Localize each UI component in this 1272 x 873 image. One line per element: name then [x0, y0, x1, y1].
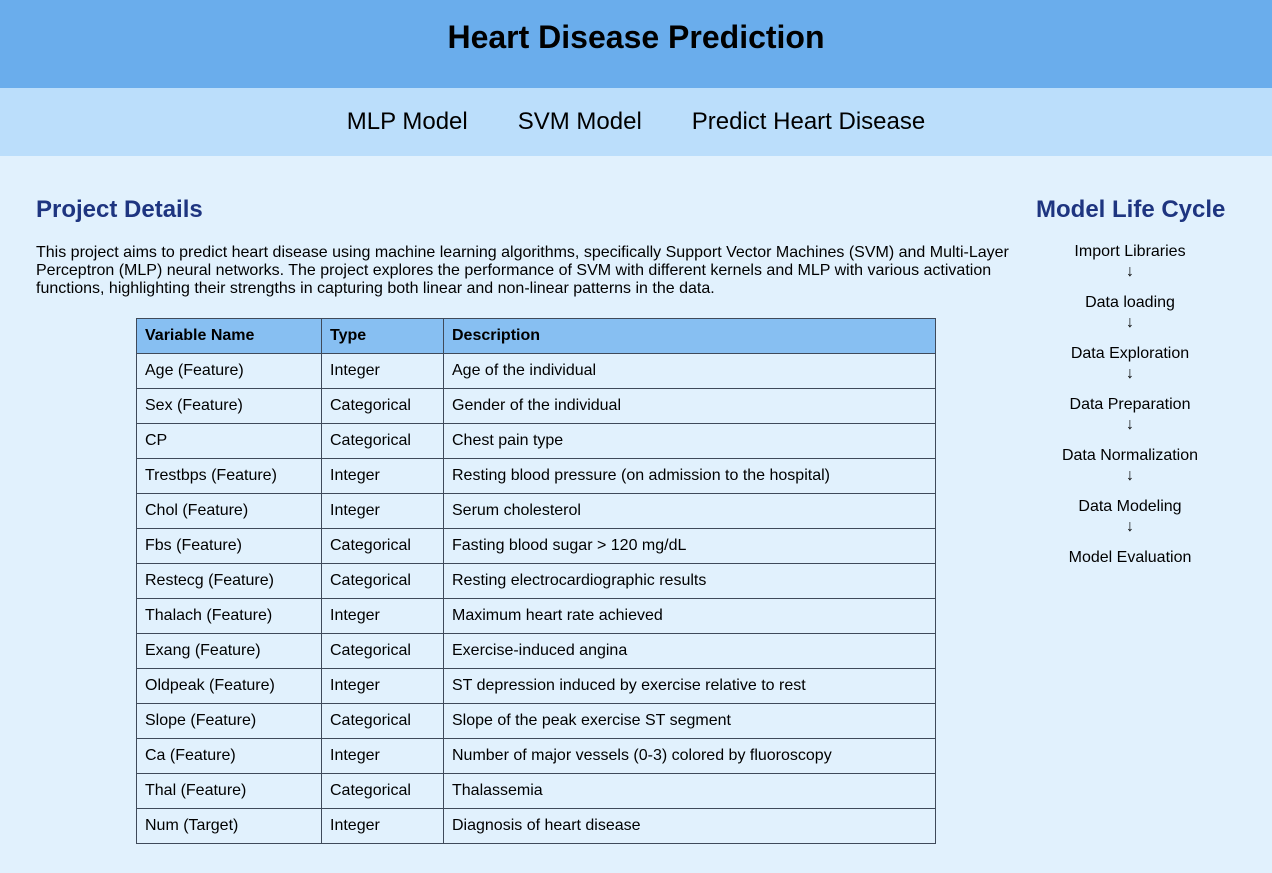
cell-description: Diagnosis of heart disease: [443, 808, 936, 844]
down-arrow-icon: ↓: [1126, 416, 1134, 433]
down-arrow-icon: ↓: [1126, 518, 1134, 535]
cell-description: Slope of the peak exercise ST segment: [443, 703, 936, 739]
table-row: Slope (Feature) Categorical Slope of the p…: [136, 703, 936, 739]
cell-type: Integer: [321, 808, 444, 844]
cell-description: Fasting blood sugar > 120 mg/dL: [443, 528, 936, 564]
page-header: Heart Disease Prediction: [0, 0, 1272, 88]
life-cycle-step: Data Exploration: [1070, 345, 1190, 362]
cell-variable-name: Age (Feature): [136, 353, 322, 389]
cell-variable-name: Trestbps (Feature): [136, 458, 322, 494]
cell-type: Integer: [321, 598, 444, 634]
cell-description: Gender of the individual: [443, 388, 936, 424]
table-row: Num (Target) Integer Diagnosis of heart di…: [136, 808, 936, 844]
down-arrow-icon: ↓: [1126, 365, 1134, 382]
cell-type: Integer: [321, 668, 444, 704]
down-arrow-icon: ↓: [1126, 314, 1134, 331]
table-row: CP Categorical Chest pain type: [136, 423, 936, 459]
cell-type: Integer: [321, 353, 444, 389]
column-header-description: Description: [443, 318, 936, 354]
life-cycle-step: Data Normalization: [1061, 447, 1199, 464]
cell-description: Maximum heart rate achieved: [443, 598, 936, 634]
nav-mlp-model[interactable]: MLP Model: [346, 108, 468, 135]
cell-type: Categorical: [321, 773, 444, 809]
cell-description: Age of the individual: [443, 353, 936, 389]
model-life-cycle-title: Model Life Cycle: [1036, 196, 1226, 223]
cell-variable-name: Oldpeak (Feature): [136, 668, 322, 704]
cell-description: Resting electrocardiographic results: [443, 563, 936, 599]
cell-type: Integer: [321, 493, 444, 529]
down-arrow-icon: ↓: [1126, 467, 1134, 484]
cell-description: Number of major vessels (0-3) colored by…: [443, 738, 936, 774]
table-row: Restecg (Feature) Categorical Resting elec…: [136, 563, 936, 599]
nav-predict-heart-disease[interactable]: Predict Heart Disease: [691, 108, 926, 135]
table-row: Exang (Feature) Categorical Exercise-induc…: [136, 633, 936, 669]
cell-type: Categorical: [321, 633, 444, 669]
cell-description: Chest pain type: [443, 423, 936, 459]
table-row: Chol (Feature) Integer Serum cholesterol: [136, 493, 936, 529]
project-details-title: Project Details: [36, 196, 203, 223]
content-area: Project Details This project aims to pre…: [0, 156, 1272, 873]
cell-type: Integer: [321, 458, 444, 494]
cell-type: Categorical: [321, 563, 444, 599]
table-row: Sex (Feature) Categorical Gender of the in…: [136, 388, 936, 424]
cell-variable-name: Sex (Feature): [136, 388, 322, 424]
table-row: Trestbps (Feature) Integer Resting blood p…: [136, 458, 936, 494]
table-row: Fbs (Feature) Categorical Fasting blood su…: [136, 528, 936, 564]
table-row: Oldpeak (Feature) Integer ST depression in…: [136, 668, 936, 704]
cell-type: Categorical: [321, 388, 444, 424]
life-cycle-step: Data loading: [1085, 294, 1175, 311]
cell-variable-name: Thal (Feature): [136, 773, 322, 809]
cell-variable-name: Chol (Feature): [136, 493, 322, 529]
cell-variable-name: CP: [136, 423, 322, 459]
top-nav: MLP Model SVM Model Predict Heart Diseas…: [0, 88, 1272, 156]
variables-table: Variable Name Type Description Age (Feat…: [136, 318, 936, 844]
cell-description: Thalassemia: [443, 773, 936, 809]
cell-description: Resting blood pressure (on admission to …: [443, 458, 936, 494]
cell-variable-name: Thalach (Feature): [136, 598, 322, 634]
cell-description: ST depression induced by exercise relati…: [443, 668, 936, 704]
cell-description: Serum cholesterol: [443, 493, 936, 529]
page-title: Heart Disease Prediction: [447, 18, 825, 55]
cell-type: Integer: [321, 738, 444, 774]
cell-variable-name: Slope (Feature): [136, 703, 322, 739]
table-header-row: Variable Name Type Description: [136, 318, 936, 354]
life-cycle-step: Data Modeling: [1078, 498, 1182, 515]
table-row: Thalach (Feature) Integer Maximum heart ra…: [136, 598, 936, 634]
cell-variable-name: Exang (Feature): [136, 633, 322, 669]
column-header-type: Type: [321, 318, 444, 354]
project-description: This project aims to predict heart disea…: [36, 244, 1009, 297]
cell-type: Categorical: [321, 703, 444, 739]
cell-variable-name: Restecg (Feature): [136, 563, 322, 599]
cell-variable-name: Fbs (Feature): [136, 528, 322, 564]
cell-type: Categorical: [321, 423, 444, 459]
column-header-variable-name: Variable Name: [136, 318, 322, 354]
down-arrow-icon: ↓: [1126, 263, 1134, 280]
nav-svm-model[interactable]: SVM Model: [517, 108, 642, 135]
cell-variable-name: Num (Target): [136, 808, 322, 844]
table-row: Ca (Feature) Integer Number of major vesse…: [136, 738, 936, 774]
life-cycle-step: Import Libraries: [1074, 243, 1186, 260]
life-cycle-steps: Import Libraries ↓ Data loading ↓ Data Explo…: [1036, 242, 1224, 567]
cell-type: Categorical: [321, 528, 444, 564]
life-cycle-step: Model Evaluation: [1068, 549, 1192, 566]
table-row: Age (Feature) Integer Age of the individua…: [136, 353, 936, 389]
cell-variable-name: Ca (Feature): [136, 738, 322, 774]
cell-description: Exercise-induced angina: [443, 633, 936, 669]
table-row: Thal (Feature) Categorical Thalassemia: [136, 773, 936, 809]
life-cycle-step: Data Preparation: [1069, 396, 1191, 413]
